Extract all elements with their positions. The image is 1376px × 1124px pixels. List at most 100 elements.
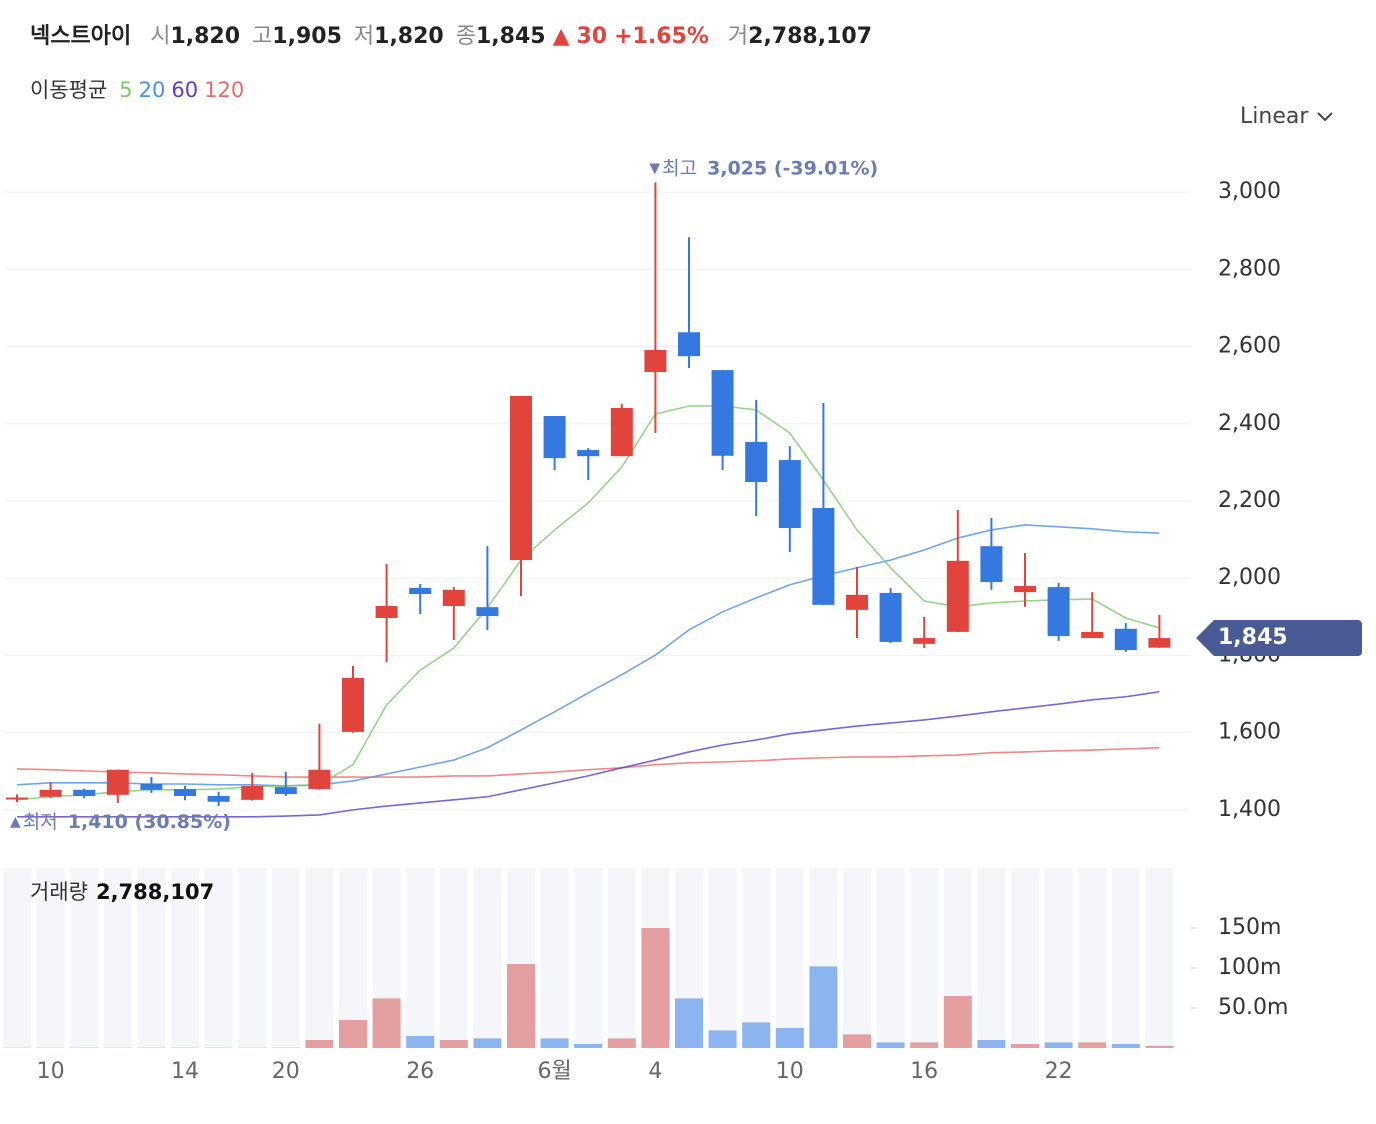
candle-body [375,606,398,618]
annotation-label: 최저 [23,811,58,833]
slot-bg [1044,868,1073,1048]
annotation-label: 최고 [662,157,697,179]
field-value: 1,820 [374,24,444,49]
candle-body [1014,585,1036,593]
annotation-marker: ▼ [649,160,660,176]
slot-bg [36,868,65,1048]
volume-bar [943,996,972,1048]
candle-body [1047,587,1070,637]
volume-title: 거래량 2,788,107 [30,880,214,904]
annotation: ▲ 최저 1,410 (30.85%) [10,811,231,833]
candle-body [913,638,936,644]
y-tick-label: 2,400 [1218,411,1281,436]
change-pct: +1.65% [614,24,709,49]
field-value: 1,820 [170,24,241,49]
volume-bar [540,1038,569,1048]
quote-header: 넥스트아이 시1,820 고1,905 저1,820 종1,845 ▲ 30 +1.6… [30,18,872,50]
candle-body [442,589,465,607]
candle-body [610,407,633,457]
slot-bg [1011,868,1039,1048]
slot-bg [372,868,401,1048]
ma-line [17,690,1160,818]
field-value: 1,845 [475,24,546,49]
candle-body [711,370,734,456]
legend-title: 이동평균 [30,78,108,102]
legend-entry: 5 [119,78,133,102]
annotation-value: 1,410 (30.85%) [68,811,231,833]
candle-body [39,789,62,797]
slot-bg [809,868,838,1048]
x-tick-label: 4 [648,1059,662,1084]
y-tick-label: 3,000 [1218,179,1281,204]
slot-bg [137,868,166,1048]
volume-label: 거 [727,24,749,49]
price-tag-label: 1,845 [1218,625,1288,650]
y-tick-label: 2,800 [1218,256,1281,281]
ma-line [16,405,1160,801]
candle-body [1148,638,1171,648]
legend-entry: 20 [138,78,166,102]
slot-bg [775,868,804,1048]
volume-bar [775,1028,804,1048]
volume-bar [473,1038,502,1048]
chevron [1317,112,1334,122]
slot-bg [339,868,367,1048]
volume-bar [607,1038,636,1048]
y-tick-label: 1,400 [1218,797,1281,822]
volume-bar [809,966,838,1048]
y-tick-label: 1,600 [1218,720,1281,745]
candle-body [106,769,129,795]
x-tick-label: 6월 [537,1059,571,1084]
slot-bg [675,868,703,1048]
volume-bar [977,1040,1006,1048]
slot-bg [540,868,569,1048]
scale-label[interactable]: Linear [1240,104,1309,129]
slot-bg [876,868,905,1048]
y-tick-label: 50.0m [1218,995,1288,1020]
volume-bar [876,1042,905,1048]
volume-bar [843,1034,871,1048]
candle-body [577,450,600,457]
slot-bg [641,868,670,1048]
volume: 2,788,107 [748,24,873,49]
candle-body [73,789,96,796]
volume-bar [339,1020,367,1048]
price-tag [1196,620,1362,657]
candle-body [241,785,264,800]
slot-bg [271,868,300,1048]
slot-bg [406,868,435,1048]
candle-body [1114,628,1137,651]
volume-title-label: 거래량 [30,880,88,904]
slot-bg [238,868,267,1048]
candle-body [174,789,196,796]
slot-bg [574,868,603,1048]
y-tick-label: 2,000 [1218,565,1281,590]
volume-bar [910,1042,939,1048]
candle-body [476,607,499,617]
stock-name: 넥스트아이 [30,24,132,49]
candle-body [1081,631,1104,639]
volume-bar [1078,1042,1107,1048]
candle-body [678,332,700,357]
candle-body [409,587,432,595]
field-label: 시 [150,24,171,49]
slot-bg [507,868,535,1048]
candle-body [846,594,868,610]
volume-bar [742,1022,771,1048]
volume-bar [1111,1044,1140,1048]
y-tick-label: 150m [1218,915,1281,940]
change: 30 [576,24,608,49]
x-tick-label: 10 [776,1059,804,1084]
field-label: 저 [353,24,375,49]
slot-bg [1078,868,1107,1048]
slot-bg [977,868,1006,1048]
volume-bar [708,1030,737,1048]
volume-bar [641,928,670,1048]
scale-selector[interactable]: Linear [1240,104,1335,129]
ma-legend: 이동평균 5 20 60 120 [30,74,244,104]
slot-bg [1145,868,1174,1048]
annotation-value: 3,025 (-39.01%) [707,157,878,179]
candle-body [946,560,969,632]
candle-body [510,395,532,561]
